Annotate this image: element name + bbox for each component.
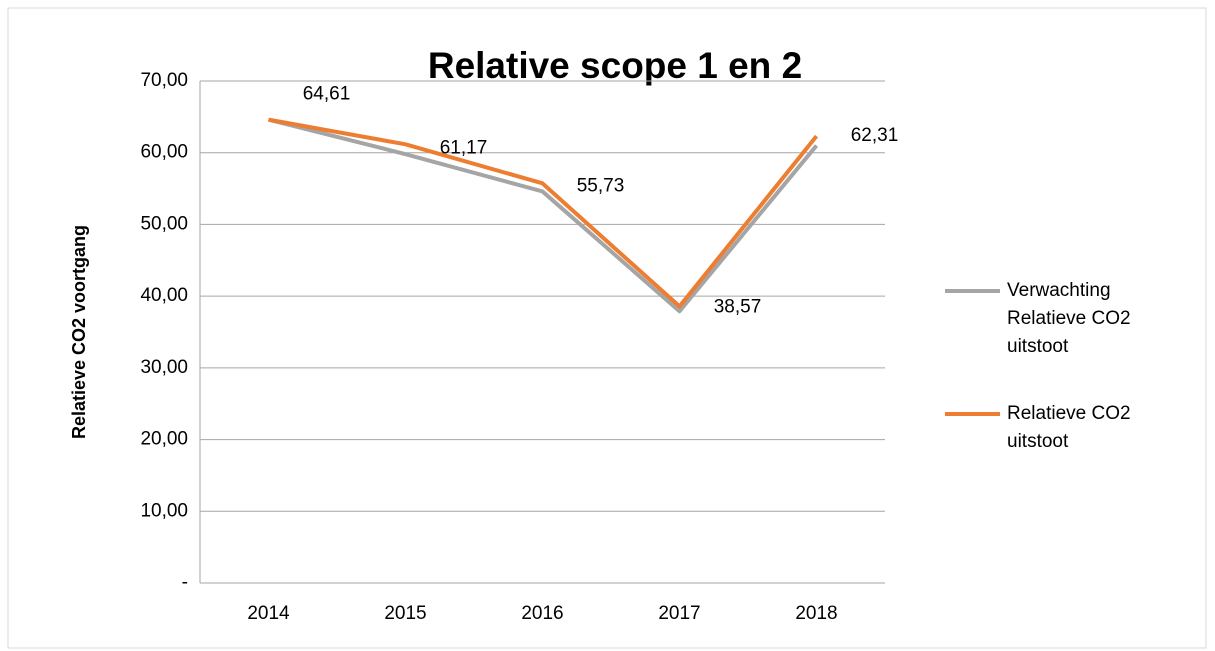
y-tick-label: 30,00 — [140, 357, 188, 378]
x-tick-label: 2015 — [384, 603, 426, 624]
y-tick-label: 60,00 — [140, 142, 188, 163]
series-line — [268, 117, 819, 309]
x-tick-label: 2016 — [521, 603, 563, 624]
legend-label: Verwachting Relatieve CO2 uitstoot — [1007, 280, 1131, 357]
data-label: 55,73 — [577, 175, 625, 196]
x-tick-label: 2017 — [658, 603, 700, 624]
y-tick-label: 10,00 — [140, 500, 188, 521]
y-tick-label: - — [182, 572, 188, 593]
data-label: 62,31 — [851, 125, 899, 146]
series-line — [268, 117, 819, 314]
data-label: 64,61 — [303, 84, 351, 105]
chart-border — [7, 7, 1207, 649]
y-tick-label: 40,00 — [140, 285, 188, 306]
data-label: 38,57 — [714, 296, 762, 317]
legend-label: Relatieve CO2 uitstoot — [1007, 403, 1131, 452]
chart-title: Relative scope 1 en 2 — [428, 45, 802, 86]
data-label: 61,17 — [440, 137, 488, 158]
y-tick-label: 70,00 — [140, 70, 188, 91]
y-tick-label: 50,00 — [140, 213, 188, 234]
x-tick-label: 2018 — [795, 603, 837, 624]
x-tick-label: 2014 — [247, 603, 290, 624]
y-tick-label: 20,00 — [140, 429, 188, 450]
y-axis-label: Relatieve CO2 voortgang — [69, 225, 89, 439]
